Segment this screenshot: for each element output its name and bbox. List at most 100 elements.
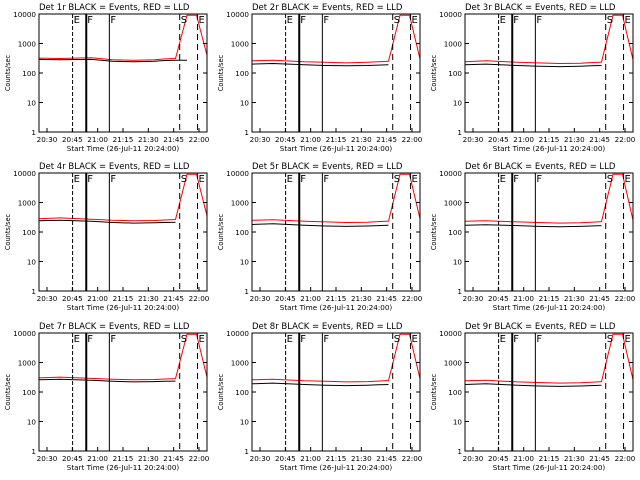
marker-label: E — [625, 334, 631, 345]
x-tick-label: 20:30 — [37, 454, 58, 463]
series-line-events — [464, 383, 602, 387]
y-tick-label: 1000 — [18, 359, 37, 368]
x-tick-label: 22:00 — [189, 135, 210, 144]
x-axis-label: Start Time (26-Jul-11 20:24:00) — [280, 463, 393, 472]
y-tick-label: 1 — [244, 447, 249, 456]
marker-label: F — [300, 334, 306, 345]
x-tick-label: 20:45 — [275, 454, 296, 463]
x-tick-label: 20:45 — [62, 454, 83, 463]
panel-title: Det 4r BLACK = Events, RED = LLD — [39, 162, 190, 172]
y-tick-label: 1 — [244, 128, 249, 137]
y-axis-label: Counts/sec — [217, 213, 225, 250]
marker-label: F — [536, 174, 542, 185]
x-tick-label: 21:45 — [589, 294, 610, 303]
y-tick-label: 100 — [448, 228, 462, 237]
series-line-events — [38, 378, 176, 383]
panel-title: Det 8r BLACK = Events, RED = LLD — [252, 322, 403, 332]
y-tick-label: 10 — [27, 418, 37, 427]
x-tick-label: 21:00 — [300, 454, 321, 463]
x-tick-label: 21:15 — [539, 454, 560, 463]
marker-label: F — [513, 15, 519, 26]
y-tick-label: 10 — [453, 418, 463, 427]
x-tick-label: 20:45 — [488, 454, 509, 463]
x-tick-label: 20:45 — [275, 135, 296, 144]
x-tick-label: 21:15 — [113, 135, 134, 144]
x-tick-label: 21:00 — [87, 294, 108, 303]
y-tick-label: 1 — [457, 447, 462, 456]
y-tick-label: 10 — [453, 99, 463, 108]
marker-label: E — [412, 334, 418, 345]
x-tick-label: 21:15 — [326, 294, 347, 303]
marker-label: S — [181, 15, 187, 26]
y-tick-label: 1000 — [18, 40, 37, 49]
x-tick-label: 20:30 — [37, 135, 58, 144]
series-line-lld — [464, 14, 634, 65]
series-line-events — [38, 219, 176, 224]
y-tick-label: 10000 — [226, 10, 249, 19]
marker-label: F — [300, 15, 306, 26]
marker-label: F — [87, 174, 93, 185]
x-tick-label: 21:30 — [564, 294, 585, 303]
x-tick-label: 20:30 — [37, 294, 58, 303]
y-tick-label: 10000 — [226, 329, 249, 338]
marker-label: F — [536, 334, 542, 345]
y-tick-label: 10000 — [13, 169, 36, 178]
y-tick-label: 10 — [27, 99, 37, 108]
marker-label: F — [110, 15, 116, 26]
marker-label: S — [394, 334, 400, 345]
marker-label: E — [74, 15, 80, 26]
marker-label: E — [199, 174, 205, 185]
y-tick-label: 1000 — [444, 40, 463, 49]
marker-label: F — [513, 334, 519, 345]
x-axis-label: Start Time (26-Jul-11 20:24:00) — [493, 303, 606, 312]
x-axis-label: Start Time (26-Jul-11 20:24:00) — [493, 463, 606, 472]
marker-label: E — [287, 334, 293, 345]
y-axis-label: Counts/sec — [4, 213, 12, 250]
y-tick-label: 100 — [448, 69, 462, 78]
marker-label: E — [74, 174, 80, 185]
x-tick-label: 21:15 — [539, 135, 560, 144]
x-tick-label: 20:30 — [463, 294, 484, 303]
x-axis-label: Start Time (26-Jul-11 20:24:00) — [67, 463, 180, 472]
x-tick-label: 21:30 — [351, 135, 372, 144]
marker-label: E — [500, 15, 506, 26]
x-axis-label: Start Time (26-Jul-11 20:24:00) — [67, 144, 180, 153]
x-tick-label: 21:45 — [163, 294, 184, 303]
series-line-lld — [38, 14, 208, 61]
y-axis-label: Counts/sec — [4, 54, 12, 91]
x-tick-label: 21:30 — [351, 454, 372, 463]
y-tick-label: 1000 — [444, 359, 463, 368]
x-tick-label: 20:30 — [463, 135, 484, 144]
marker-label: F — [87, 15, 93, 26]
x-tick-label: 21:15 — [113, 454, 134, 463]
series-line-lld — [251, 173, 421, 224]
marker-label: E — [412, 15, 418, 26]
x-tick-label: 21:30 — [351, 294, 372, 303]
series-line-lld — [464, 173, 634, 224]
y-tick-label: 100 — [235, 388, 249, 397]
x-tick-label: 21:00 — [513, 454, 534, 463]
y-tick-label: 1 — [31, 287, 36, 296]
y-tick-label: 100 — [235, 69, 249, 78]
series-line-events — [464, 63, 602, 68]
y-tick-label: 100 — [22, 388, 36, 397]
marker-label: S — [394, 15, 400, 26]
marker-label: E — [500, 334, 506, 345]
x-tick-label: 21:15 — [539, 294, 560, 303]
x-tick-label: 22:00 — [189, 454, 210, 463]
y-tick-label: 10000 — [439, 329, 462, 338]
x-tick-label: 20:45 — [62, 135, 83, 144]
marker-label: F — [323, 174, 329, 185]
x-tick-label: 21:00 — [300, 294, 321, 303]
x-tick-label: 22:00 — [402, 454, 423, 463]
x-tick-label: 21:30 — [138, 454, 159, 463]
x-tick-label: 22:00 — [189, 294, 210, 303]
panel-title: Det 9r BLACK = Events, RED = LLD — [465, 322, 616, 332]
marker-label: S — [181, 174, 187, 185]
y-tick-label: 10000 — [13, 10, 36, 19]
marker-label: F — [513, 174, 519, 185]
